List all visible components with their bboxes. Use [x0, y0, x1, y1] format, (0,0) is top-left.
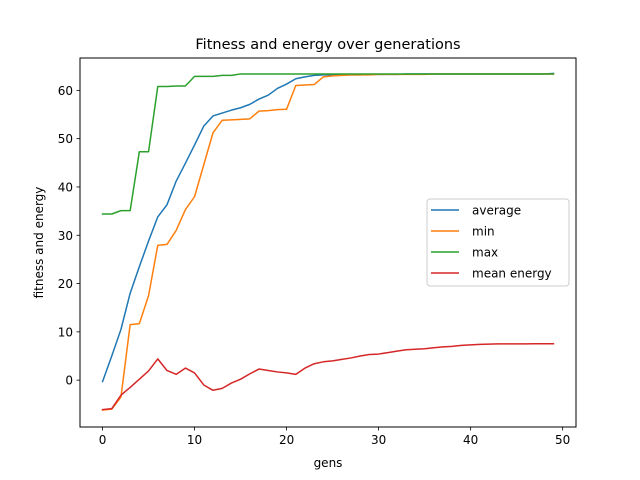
x-axis-label: gens	[314, 456, 343, 470]
plot-frame	[79, 57, 577, 428]
legend: average min max mean energy	[426, 198, 570, 287]
legend-label: mean energy	[472, 267, 552, 281]
x-tick-label: 40	[463, 433, 478, 447]
series-line-mean-energy	[101, 342, 555, 411]
y-axis: 0 10 20 30 40 50 60	[58, 84, 80, 388]
y-tick-label: 30	[58, 229, 73, 243]
y-tick-label: 40	[58, 180, 73, 194]
x-tick-label: 30	[371, 433, 386, 447]
x-axis: 0 10 20 30 40 50	[99, 427, 570, 447]
x-tick-label: 0	[99, 433, 107, 447]
y-tick-label: 10	[58, 325, 73, 339]
y-tick-label: 20	[58, 277, 73, 291]
x-tick-label: 10	[187, 433, 202, 447]
y-tick-label: 60	[58, 84, 73, 98]
legend-label: max	[472, 246, 498, 260]
chart-title: Fitness and energy over generations	[195, 37, 460, 53]
legend-box	[426, 198, 570, 287]
legend-label: min	[472, 225, 495, 239]
y-tick-label: 0	[65, 374, 73, 388]
series-line-max	[101, 73, 555, 215]
y-tick-label: 50	[58, 132, 73, 146]
x-tick-label: 50	[555, 433, 570, 447]
series-layer	[101, 72, 555, 411]
y-axis-label: fitness and energy	[32, 187, 46, 299]
x-tick-label: 20	[279, 433, 294, 447]
legend-label: average	[472, 204, 521, 218]
